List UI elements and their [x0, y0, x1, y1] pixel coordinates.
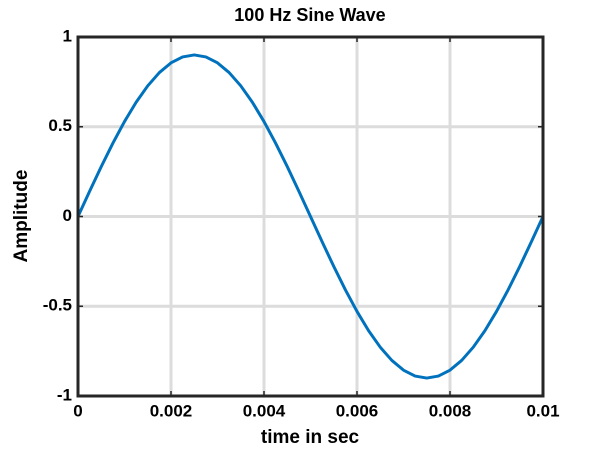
- data-line: [76, 53, 545, 380]
- x-tick-label: 0.008: [429, 401, 472, 420]
- chart-title: 100 Hz Sine Wave: [234, 5, 385, 25]
- y-tick-label: -0.5: [43, 296, 72, 315]
- y-axis-label: Amplitude: [11, 170, 32, 263]
- x-tick-label: 0.002: [150, 401, 193, 420]
- x-tick-label: 0: [73, 401, 82, 420]
- x-tick-label: 0.006: [336, 401, 379, 420]
- x-tick-label: 0.01: [526, 401, 559, 420]
- x-tick-label: 0.004: [243, 401, 286, 420]
- x-axis-label: time in sec: [261, 427, 360, 448]
- plot-frame: [76, 35, 545, 398]
- y-tick-label: 1: [63, 26, 72, 45]
- y-tick-label: 0.5: [48, 116, 72, 135]
- y-tick-label: 0: [63, 206, 72, 225]
- y-tick-label: -1: [57, 385, 72, 404]
